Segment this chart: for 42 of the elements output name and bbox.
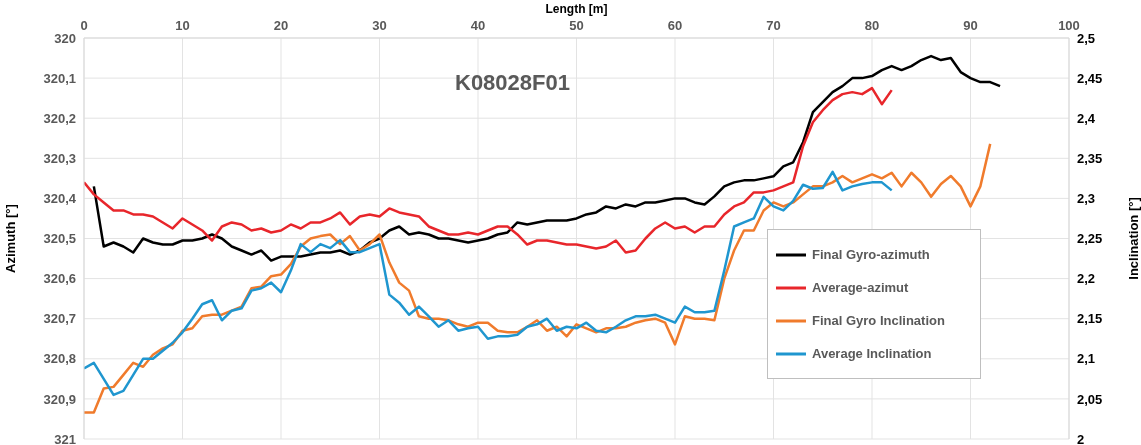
x-tick-label: 20 (273, 18, 289, 33)
y2-tick-label: 2,25 (1077, 231, 1103, 247)
x-tick-label: 100 (1058, 18, 1080, 33)
line-series (92, 54, 1002, 262)
y-tick-label: 321 (54, 431, 76, 445)
y-tick-label: 320,7 (43, 311, 76, 327)
y2-tick-label: 2,2 (1077, 271, 1096, 287)
y-tick-label: 320,3 (43, 150, 76, 166)
y-tick-label: 320,8 (43, 351, 76, 367)
legend-label: Final Gyro Inclination (812, 313, 945, 328)
x-tick-label: 0 (80, 18, 88, 33)
y-tick-label: 320,6 (43, 271, 76, 287)
x-axis-title: Length [m] (545, 1, 608, 16)
y2-tick-label: 2,35 (1077, 150, 1103, 166)
x-tick-label: 40 (470, 18, 486, 33)
x-tick-label: 70 (766, 18, 781, 33)
y-tick-label: 320 (54, 30, 76, 46)
y2-tick-label: 2,5 (1077, 30, 1096, 46)
y2-tick-label: 2 (1077, 431, 1085, 445)
y2-tick-label: 2,1 (1077, 351, 1096, 367)
legend-label: Average-azimut (812, 280, 909, 295)
x-tick-label: 60 (667, 18, 683, 33)
y2-tick-label: 2,45 (1077, 70, 1103, 86)
y-tick-label: 320,2 (43, 110, 76, 126)
y-tick-label: 320,9 (43, 391, 76, 407)
y-axis-title: Azimuth [°] (2, 204, 18, 273)
y-tick-label: 320,4 (43, 191, 77, 207)
y2-tick-label: 2,4 (1077, 110, 1096, 126)
y-tick-label: 320,1 (43, 70, 76, 86)
x-tick-label: 50 (569, 18, 584, 33)
x-tick-label: 30 (372, 18, 387, 33)
x-tick-label: 80 (864, 18, 880, 33)
y2-tick-label: 2,3 (1077, 191, 1096, 207)
y2-tick-label: 2,05 (1077, 391, 1103, 407)
x-tick-label: 10 (175, 18, 190, 33)
legend-label: Average Inclination (812, 346, 932, 361)
y-tick-label: 320,5 (43, 231, 76, 247)
text: K08028F01 (455, 70, 570, 96)
legend-label: Final Gyro-azimuth (812, 247, 930, 262)
y2-tick-label: 2,15 (1077, 311, 1103, 327)
x-tick-label: 90 (963, 18, 978, 33)
y2-axis-title: Inclination [°] (1125, 197, 1141, 280)
